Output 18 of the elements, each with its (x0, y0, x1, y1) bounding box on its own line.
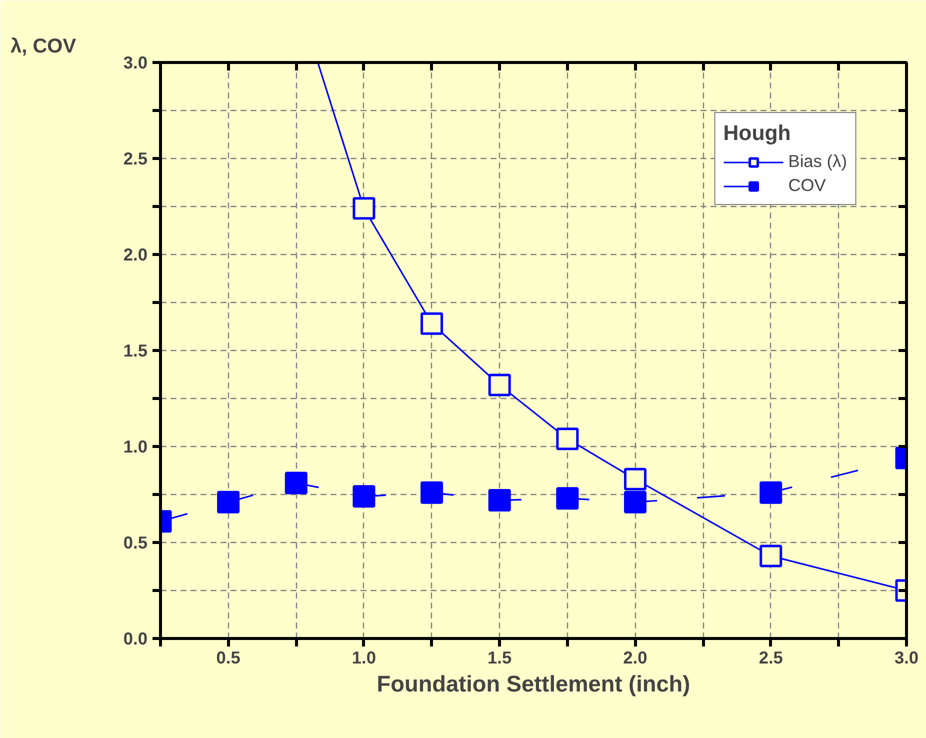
x-tick-label: 2.0 (623, 648, 648, 668)
y-tick-label: 0.5 (123, 532, 148, 552)
x-tick-label: 2.5 (758, 648, 784, 668)
y-tick-label: 0.0 (123, 628, 148, 648)
x-tick-label: 1.5 (488, 648, 512, 668)
legend-label: COV (788, 175, 826, 196)
x-tick-label: 1.0 (352, 648, 376, 668)
x-axis-title: Foundation Settlement (inch) (376, 670, 690, 696)
x-tick-label: 0.5 (216, 648, 241, 668)
y-axis-title: λ, COV (10, 36, 77, 58)
x-tick-label: 3.0 (894, 648, 919, 668)
y-tick-label: 1.0 (123, 436, 148, 456)
y-tick-label: 3.0 (123, 52, 148, 72)
legend-label: Bias (λ) (788, 151, 847, 172)
y-tick-label: 2.5 (123, 148, 148, 168)
y-tick-label: 2.0 (123, 244, 148, 264)
y-tick-label: 1.5 (123, 340, 148, 360)
legend-title: Hough (723, 121, 792, 146)
